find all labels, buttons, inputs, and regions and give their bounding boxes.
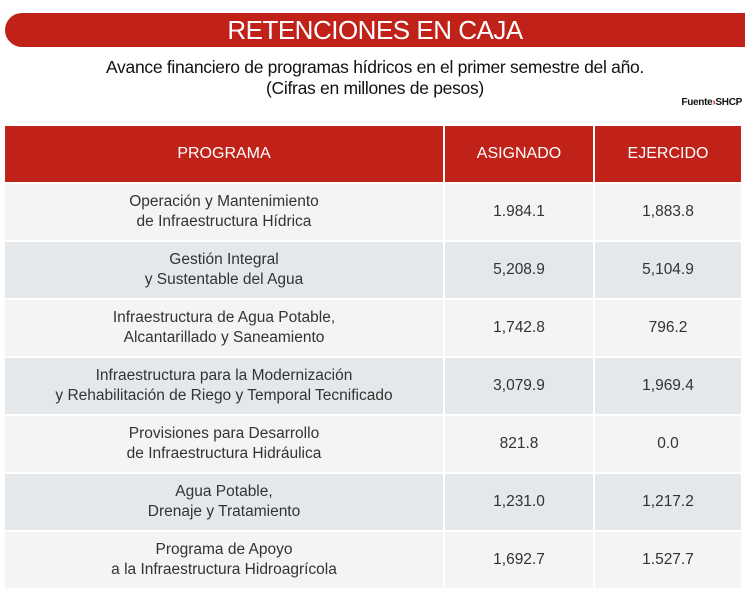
programa-line2: Alcantarillado y Saneamiento xyxy=(123,329,325,346)
programa-cell: Provisiones para Desarrollo de Infraestru… xyxy=(5,416,443,472)
programa-line2: a la Infraestructura Hidroagrícola xyxy=(111,561,337,578)
programa-line1: Provisiones para Desarrollo xyxy=(128,425,320,442)
programa-line1: Programa de Apoyo xyxy=(155,541,293,558)
units-note: (Cifras en millones de pesos) xyxy=(266,78,484,98)
programa-line2: y Sustentable del Agua xyxy=(144,271,304,288)
programa-line1: Gestión Integral xyxy=(169,251,279,268)
programa-cell: Programa de Apoyo a la Infraestructura Hi… xyxy=(5,532,443,588)
programa-line1: Infraestructura de Agua Potable, xyxy=(112,309,336,326)
programa-cell: Infraestructura de Agua Potable, Alcantar… xyxy=(5,300,443,356)
programa-line2: de Infraestructura Hídrica xyxy=(136,213,312,230)
asignado-cell: 1,742.8 xyxy=(445,300,593,356)
table-row: Operación y Mantenimiento de Infraestruct… xyxy=(5,184,741,240)
programa-cell: Operación y Mantenimiento de Infraestruct… xyxy=(5,184,443,240)
source-value: SHCP xyxy=(715,97,742,108)
title-banner: RETENCIONES EN CAJA xyxy=(5,13,745,47)
programa-cell: Agua Potable, Drenaje y Tratamiento xyxy=(5,474,443,530)
table-header-row: PROGRAMA ASIGNADO EJERCIDO xyxy=(5,126,741,182)
programa-line2: y Rehabilitación de Riego y Temporal Tec… xyxy=(55,387,393,404)
table-row: Provisiones para Desarrollo de Infraestru… xyxy=(5,416,741,472)
ejercido-cell: 1,217.2 xyxy=(595,474,741,530)
ejercido-cell: 1,883.8 xyxy=(595,184,741,240)
table-row: Infraestructura para la Modernización y R… xyxy=(5,358,741,414)
programa-line2: Drenaje y Tratamiento xyxy=(147,503,301,520)
programa-line1: Operación y Mantenimiento xyxy=(129,193,319,210)
programs-table: PROGRAMA ASIGNADO EJERCIDO Operación y M… xyxy=(3,124,743,590)
programa-line1: Agua Potable, xyxy=(175,483,273,500)
programa-line1: Infraestructura para la Modernización xyxy=(95,367,353,384)
asignado-cell: 821.8 xyxy=(445,416,593,472)
subtitle: Avance financiero de programas hídricos … xyxy=(106,57,644,77)
header-asignado: ASIGNADO xyxy=(445,126,593,182)
table-row: Gestión Integral y Sustentable del Agua 5,… xyxy=(5,242,741,298)
ejercido-cell: 0.0 xyxy=(595,416,741,472)
ejercido-cell: 1,969.4 xyxy=(595,358,741,414)
asignado-cell: 1.984.1 xyxy=(445,184,593,240)
source-credit: Fuente›SHCP xyxy=(681,97,742,108)
table-row: Agua Potable, Drenaje y Tratamiento 1,231.… xyxy=(5,474,741,530)
header-programa: PROGRAMA xyxy=(5,126,443,182)
ejercido-cell: 1.527.7 xyxy=(595,532,741,588)
source-label: Fuente xyxy=(681,97,713,108)
ejercido-cell: 796.2 xyxy=(595,300,741,356)
programa-cell: Gestión Integral y Sustentable del Agua xyxy=(5,242,443,298)
chevron-right-icon: › xyxy=(712,97,716,108)
table-row: Infraestructura de Agua Potable, Alcantar… xyxy=(5,300,741,356)
asignado-cell: 1,692.7 xyxy=(445,532,593,588)
asignado-cell: 5,208.9 xyxy=(445,242,593,298)
table-row: Programa de Apoyo a la Infraestructura Hi… xyxy=(5,532,741,588)
asignado-cell: 1,231.0 xyxy=(445,474,593,530)
programa-cell: Infraestructura para la Modernización y R… xyxy=(5,358,443,414)
ejercido-cell: 5,104.9 xyxy=(595,242,741,298)
asignado-cell: 3,079.9 xyxy=(445,358,593,414)
programa-line2: de Infraestructura Hidráulica xyxy=(126,445,322,462)
header-ejercido: EJERCIDO xyxy=(595,126,741,182)
